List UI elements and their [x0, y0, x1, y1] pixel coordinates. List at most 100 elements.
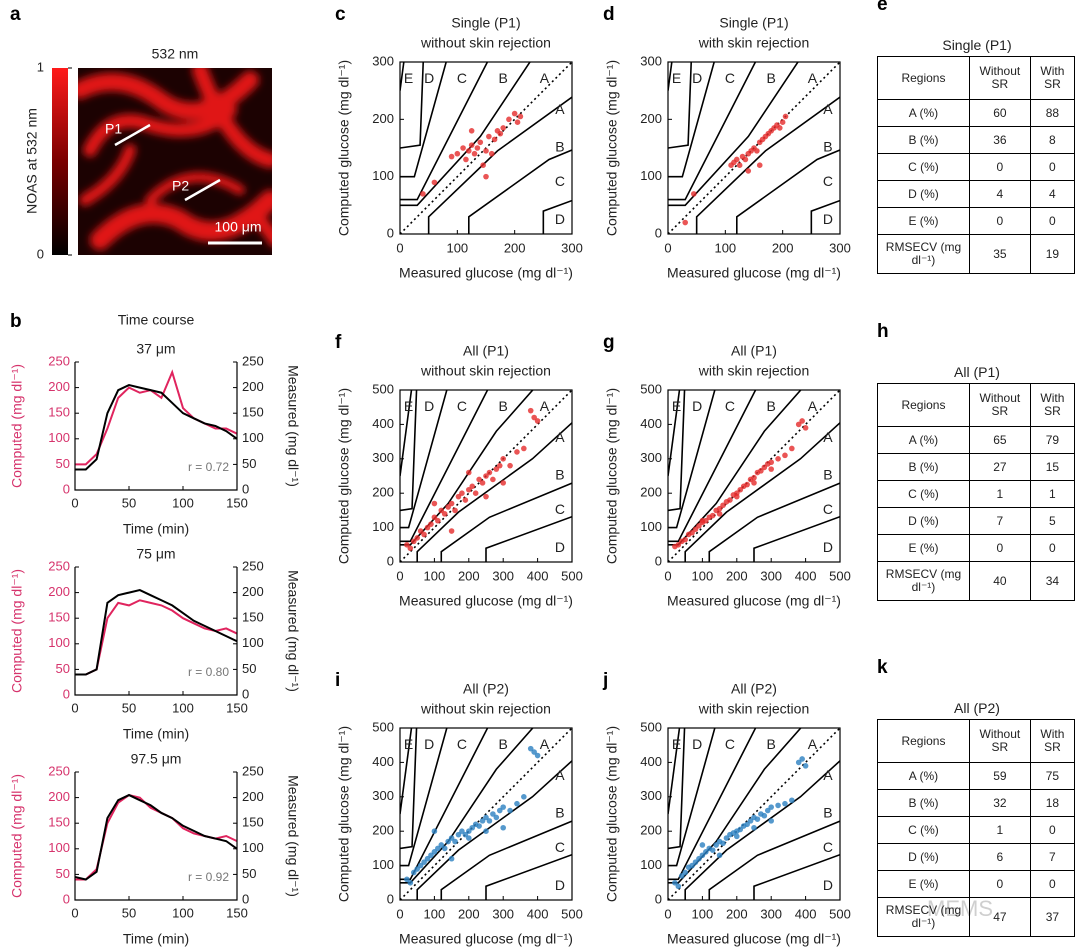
- point: [407, 880, 414, 886]
- zone-label: B: [767, 70, 776, 86]
- annotation: r = 0.92: [188, 870, 229, 884]
- panel-label: a: [10, 4, 21, 25]
- point: [431, 500, 438, 507]
- y2-tick-label: 150: [242, 610, 264, 625]
- zone-line: [708, 820, 840, 900]
- point: [737, 826, 744, 833]
- point: [483, 814, 489, 821]
- point: [682, 219, 688, 226]
- cell: 0: [1029, 153, 1076, 181]
- y2-axis-label: Measured (mg dl⁻¹): [285, 365, 301, 487]
- cell: 34: [1029, 561, 1076, 601]
- cell: 35: [968, 234, 1031, 274]
- zone-line: [684, 759, 840, 900]
- x-tick-label: 100: [172, 700, 194, 715]
- point: [672, 880, 678, 886]
- zone-label: C: [555, 173, 565, 189]
- y-tick-label: 0: [387, 225, 394, 240]
- cell: A (%): [877, 99, 970, 127]
- point: [758, 468, 764, 474]
- x-tick-label: 300: [829, 240, 851, 255]
- point: [486, 133, 492, 140]
- zone-line: [668, 62, 716, 178]
- y-tick-label: 0: [63, 891, 70, 906]
- zone-line: [416, 421, 572, 562]
- y2-tick-label: 150: [242, 405, 264, 420]
- cell: D (%): [877, 180, 970, 208]
- chart-title: 75 μm: [136, 546, 175, 562]
- row: A (%) 65 79: [877, 426, 1076, 454]
- y-tick-label: 250: [48, 763, 70, 778]
- point: [716, 505, 723, 512]
- point: [789, 445, 795, 452]
- point: [517, 113, 524, 120]
- cell: 0: [1029, 207, 1076, 235]
- point: [736, 162, 743, 168]
- point: [483, 493, 489, 500]
- point: [745, 168, 752, 174]
- table: Regions Without SR With SR A (%) 65 79 B (%) 27…: [877, 383, 1076, 601]
- x-axis-label: Measured glucose (mg dl⁻¹): [667, 265, 841, 281]
- point: [479, 480, 486, 486]
- cell: 1: [1029, 480, 1076, 508]
- annotation: P2: [172, 178, 189, 194]
- cell: 32: [968, 789, 1031, 817]
- zone-line: [668, 62, 799, 207]
- cell: 7: [968, 507, 1031, 535]
- point: [775, 456, 781, 462]
- cell: 7: [1029, 843, 1076, 871]
- y2-tick-label: 0: [242, 891, 249, 906]
- point: [727, 497, 733, 503]
- row: A (%) 59 75: [877, 762, 1076, 790]
- header-cell: Without SR: [968, 56, 1031, 100]
- table-title: All (P2): [954, 700, 1000, 716]
- y-tick-label: 500: [640, 381, 662, 396]
- row: RMSECV (mg dl⁻¹) 40 34: [877, 561, 1076, 601]
- colorbar-label: NOAS at 532 nm: [24, 108, 40, 214]
- point: [417, 528, 424, 534]
- point: [410, 538, 417, 545]
- zone-label: A: [808, 736, 818, 752]
- annotation: 100 μm: [215, 219, 262, 235]
- y-axis-label: Computed glucose (mg dl⁻¹): [604, 388, 620, 564]
- section-title: Time course: [118, 312, 195, 328]
- point: [777, 125, 783, 131]
- axes-frame: [74, 567, 238, 696]
- header-cell: Without SR: [968, 383, 1031, 427]
- x-axis-label: Measured glucose (mg dl⁻¹): [399, 931, 573, 947]
- point: [428, 852, 434, 859]
- y-tick-label: 0: [655, 553, 662, 568]
- point: [472, 490, 479, 497]
- chart-title: Single (P1): [719, 15, 788, 31]
- cell: 47: [968, 897, 1031, 937]
- x-tick-label: 500: [561, 906, 583, 921]
- y2-tick-label: 50: [242, 661, 256, 676]
- point: [716, 852, 723, 859]
- point: [466, 148, 472, 154]
- point: [692, 859, 699, 865]
- x-tick-label: 0: [664, 906, 671, 921]
- point: [713, 842, 719, 848]
- zone-label: D: [823, 211, 833, 227]
- point: [768, 459, 774, 466]
- point: [507, 462, 513, 469]
- row: D (%) 4 4: [877, 180, 1076, 208]
- y-tick-label: 100: [48, 840, 70, 855]
- cell: E (%): [877, 870, 970, 898]
- point: [761, 464, 768, 471]
- zone-label: D: [555, 211, 565, 227]
- zone-line: [684, 421, 840, 562]
- point: [438, 842, 445, 848]
- point: [782, 800, 788, 807]
- point: [448, 855, 455, 862]
- x-tick-label: 300: [760, 568, 782, 583]
- cell: 40: [968, 561, 1031, 601]
- zone-label: D: [555, 539, 565, 555]
- zone-label: D: [823, 877, 833, 893]
- row: C (%) 0 0: [877, 153, 1076, 181]
- zone-label: B: [823, 805, 832, 821]
- header-cell: With SR: [1029, 383, 1076, 427]
- chart-title: Single (P1): [451, 15, 520, 31]
- x-tick-label: 0: [71, 700, 78, 715]
- zone-label: A: [808, 398, 818, 414]
